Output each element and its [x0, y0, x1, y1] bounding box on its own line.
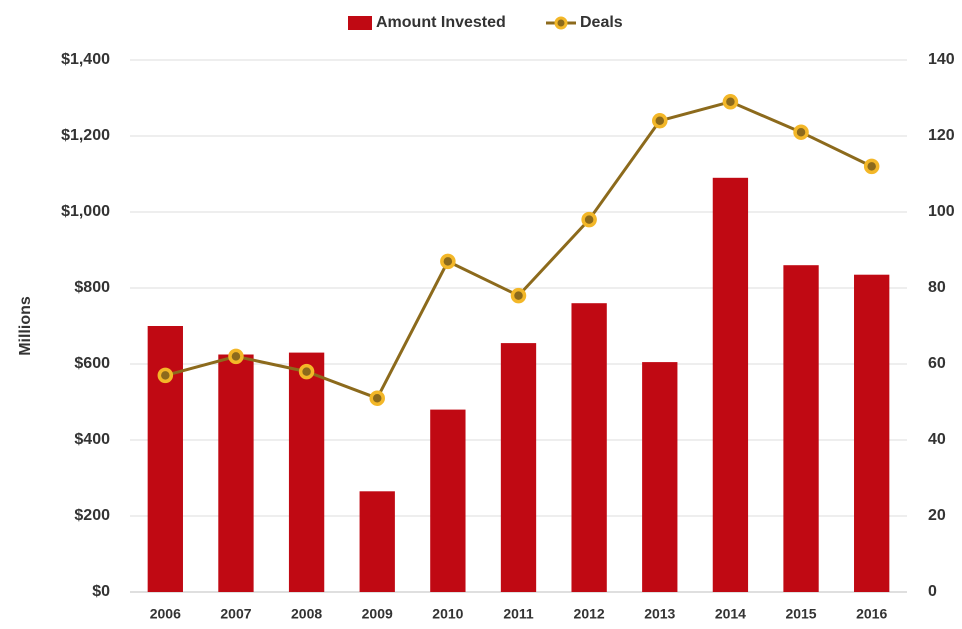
- marker: [722, 94, 739, 110]
- x-tick-label: 2006: [150, 606, 181, 622]
- bar: [218, 354, 254, 592]
- y-tick-label: $1,200: [61, 127, 110, 144]
- bar: [712, 177, 749, 593]
- bar: [430, 409, 466, 592]
- y2-tick-label: 40: [928, 431, 946, 448]
- x-tick-label: 2016: [856, 606, 887, 622]
- x-tick-label: 2007: [220, 606, 251, 622]
- bar: [571, 303, 607, 592]
- x-tick-label: 2010: [432, 606, 463, 622]
- bar: [147, 326, 183, 592]
- y2-tick-label: 0: [928, 583, 937, 600]
- marker: [440, 253, 456, 270]
- marker: [863, 158, 880, 175]
- y2-tick-label: 140: [928, 51, 955, 68]
- marker: [228, 348, 244, 365]
- y-tick-label: $800: [74, 279, 110, 296]
- x-tick-label: 2014: [715, 606, 746, 622]
- y-tick-label: $400: [74, 431, 110, 448]
- y2-tick-label: 20: [928, 507, 946, 524]
- marker: [510, 287, 527, 304]
- bar: [783, 265, 819, 592]
- bar: [359, 491, 395, 592]
- y2-tick-label: 80: [928, 279, 946, 296]
- x-tick-label: 2013: [644, 606, 675, 622]
- x-tick-label: 2011: [503, 606, 534, 622]
- y-axis-label: Millions: [17, 296, 34, 356]
- y-tick-label: $600: [74, 355, 110, 372]
- legend-label: Deals: [580, 14, 623, 31]
- y2-tick-label: 60: [928, 355, 946, 372]
- x-tick-label: 2008: [291, 606, 322, 622]
- marker: [793, 124, 809, 140]
- marker: [298, 363, 315, 380]
- y-tick-label: $200: [74, 507, 110, 524]
- marker: [581, 211, 597, 228]
- legend-swatch: [348, 16, 372, 30]
- bar: [500, 343, 537, 592]
- y2-tick-label: 120: [928, 127, 955, 144]
- legend-marker: [554, 16, 568, 30]
- x-tick-label: 2012: [574, 606, 605, 622]
- y2-tick-label: 100: [928, 203, 955, 220]
- x-tick-label: 2009: [362, 606, 393, 622]
- marker: [369, 390, 385, 406]
- x-tick-label: 2015: [785, 606, 816, 622]
- bar: [854, 274, 890, 592]
- y-tick-label: $1,400: [61, 51, 110, 68]
- y-tick-label: $1,000: [61, 203, 110, 220]
- y-tick-label: $0: [92, 583, 110, 600]
- legend-label: Amount Invested: [376, 14, 506, 31]
- bar: [288, 352, 325, 592]
- bar: [642, 362, 678, 592]
- marker: [652, 113, 668, 129]
- marker: [157, 367, 174, 384]
